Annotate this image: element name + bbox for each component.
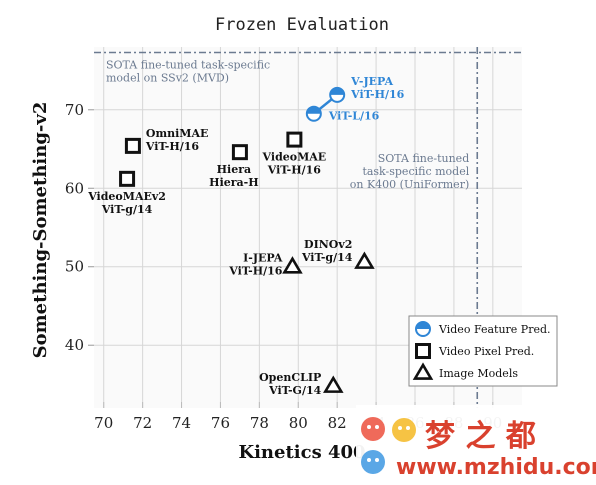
- marker-videomae: [286, 131, 303, 148]
- point-sublabel: ViT-G/14: [268, 384, 322, 397]
- marker-hiera: [231, 144, 248, 161]
- legend-marker: [412, 362, 434, 380]
- sota-k400-label: SOTA fine-tuned: [378, 152, 470, 165]
- point-label: V-JEPA: [350, 75, 393, 88]
- watermark-bg: [356, 405, 596, 485]
- sota-ssv2-label: SOTA fine-tuned task-specific: [106, 58, 270, 71]
- x-tick-label: 72: [133, 414, 152, 432]
- x-tick-label: 78: [250, 414, 269, 432]
- marker-videomaev2: [119, 170, 136, 187]
- point-label: Hiera: [217, 163, 252, 176]
- legend: Video Feature Pred. Video Pixel Pred. Imag…: [408, 315, 558, 387]
- point-sublabel: ViT-H/16: [350, 88, 405, 101]
- point-sublabel: Hiera-H: [209, 176, 258, 189]
- marker-vit-l-16: [305, 105, 322, 122]
- legend-box: [408, 315, 558, 387]
- marker-fill: [306, 106, 321, 114]
- x-axis-title: Kinetics 400: [238, 442, 365, 463]
- sota-k400-label: on K400 (UniFormer): [350, 178, 469, 191]
- watermark-url: www.mzhidu.com: [396, 455, 596, 480]
- point-label: OpenCLIP: [259, 371, 321, 384]
- marker-omnimae: [124, 137, 141, 154]
- y-tick-label: 70: [65, 101, 84, 119]
- y-tick-label: 50: [65, 258, 84, 276]
- point-sublabel: ViT-g/14: [101, 203, 153, 216]
- marker-dinov2: [354, 251, 375, 269]
- marker-fill: [330, 87, 345, 95]
- point-sublabel: ViT-g/14: [301, 251, 353, 264]
- watermark-title: 梦 之 都: [425, 419, 536, 454]
- watermark: 梦 之 都 www.mzhidu.com: [356, 405, 596, 485]
- legend-marker: [415, 343, 431, 359]
- point-label: VideoMAE: [262, 151, 327, 164]
- x-tick-label: 80: [289, 414, 308, 432]
- chart-title: Frozen Evaluation: [215, 15, 389, 35]
- point-labels: OmniMAEViT-H/16VideoMAEv2ViT-g/14HieraHi…: [87, 75, 404, 397]
- point-sublabel: ViT-H/16: [267, 164, 322, 177]
- marker-v-jepa: [329, 86, 346, 103]
- marker-openclip: [323, 375, 344, 393]
- legend-entry: Video Feature Pred.: [438, 323, 551, 336]
- x-tick-label: 70: [94, 414, 113, 432]
- y-tick-label: 60: [65, 179, 84, 197]
- sota-ssv2-label: model on SSv2 (MVD): [106, 71, 229, 84]
- point-label: DINOv2: [304, 238, 352, 251]
- point-label: ViT-L/16: [328, 110, 380, 123]
- legend-entry: Video Pixel Pred.: [438, 345, 534, 358]
- point-sublabel: ViT-H/16: [145, 140, 200, 153]
- y-axis-title: Something-Something-v2: [30, 102, 51, 359]
- data-points: [119, 86, 375, 393]
- point-label: OmniMAE: [146, 127, 209, 140]
- mascot-logo: [361, 417, 416, 474]
- marker-i-jepa: [282, 256, 303, 274]
- x-tick-label: 74: [172, 414, 191, 432]
- legend-marker: [415, 321, 431, 337]
- x-tick-label: 82: [328, 414, 347, 432]
- point-sublabel: ViT-H/16: [228, 265, 283, 278]
- point-label: I-JEPA: [243, 252, 283, 265]
- y-tick-label: 40: [65, 336, 84, 354]
- marker-fill: [416, 322, 430, 329]
- sota-k400-label: task-specific model: [362, 165, 469, 178]
- point-label: VideoMAEv2: [87, 190, 166, 203]
- legend-entry: Image Models: [439, 367, 518, 380]
- x-tick-label: 76: [211, 414, 230, 432]
